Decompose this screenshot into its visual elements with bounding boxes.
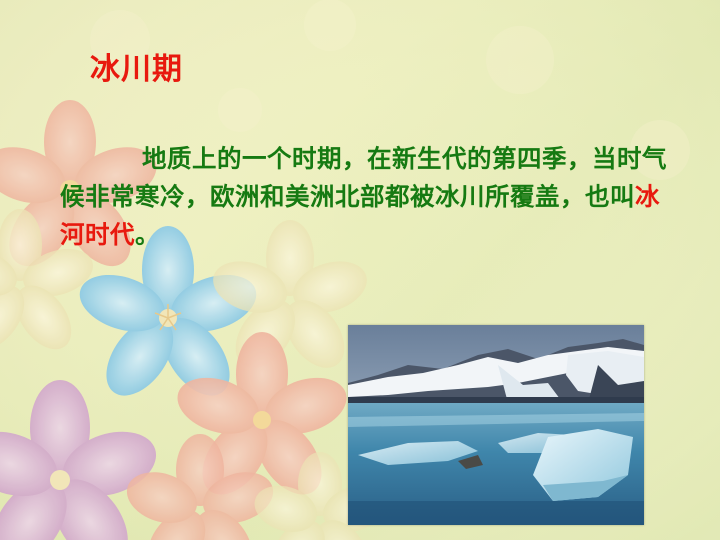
glacier-photo [348, 325, 644, 525]
pink-flower-icon-2 [177, 332, 347, 495]
paragraph-text: 地质上的一个时期，在新生代的第四季，当时气候非常寒冷，欧洲和美洲北部都被冰川所覆… [60, 144, 667, 211]
slide-paragraph: 地质上的一个时期，在新生代的第四季，当时气候非常寒冷，欧洲和美洲北部都被冰川所覆… [60, 140, 670, 254]
slide-title: 冰川期 [90, 52, 183, 87]
paragraph-highlight: 冰河时代 [60, 182, 660, 249]
paragraph-end: 。 [135, 220, 160, 249]
lilac-flower-icon [0, 380, 157, 540]
